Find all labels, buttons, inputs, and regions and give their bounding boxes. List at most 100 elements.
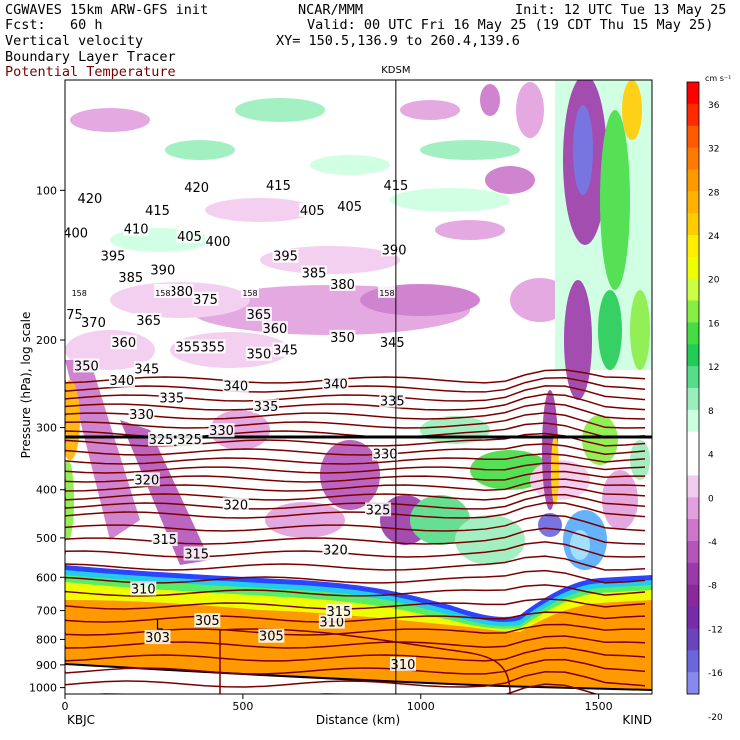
colorbar-swatch [687,584,699,608]
field-boundary-layer-tracer: Boundary Layer Tracer [5,49,176,65]
theta-label-bg [222,378,249,393]
theta-label-bg [272,342,299,357]
colorbar-tick-label: 20 [708,276,720,286]
y-tick-label: 700 [36,605,57,618]
theta-label: 158 [72,289,87,298]
theta-label-bg [372,446,399,461]
theta-label: 390 [382,243,407,258]
theta-label: 325 [149,433,174,448]
isentrope-line [65,443,646,456]
isentrope-line [65,584,646,597]
isentrope-line [65,485,646,501]
theta-label: 310 [319,616,344,631]
plot-area: 4204003953854104153904054204003803753753… [63,80,652,694]
y-tick-label: 300 [36,422,57,435]
theta-label-bg [70,283,89,298]
theta-label: 400 [206,235,231,250]
theta-label: 330 [209,424,234,439]
colorbar-swatch [687,519,699,542]
theta-label-bg [128,406,155,421]
isentrope-line [87,683,599,694]
theta-label-bg [322,542,349,557]
y-tick-label: 500 [36,532,57,545]
colorbar-swatch [687,562,699,586]
theta-label-bg [80,315,107,330]
theta-label-bg [299,202,326,217]
y-tick-label: 600 [36,571,57,584]
theta-label-bg [133,361,160,376]
theta-label-bg [272,248,299,263]
colorbar-tick-label: 4 [708,451,714,461]
colorbar-tick-label: 12 [708,363,719,373]
theta-label: 420 [184,181,209,196]
isentrope-line [65,462,646,474]
theta-label: 360 [111,336,136,351]
theta-label-bg [365,502,392,517]
theta-label: 345 [380,336,405,351]
theta-label: 395 [273,250,298,265]
y-tick-label: 900 [36,659,57,672]
theta-label-bg [65,306,84,321]
theta-label: 355 [175,340,200,355]
colorbar-tick-label: -12 [708,625,723,635]
colorbar-tick-label: 16 [708,319,720,329]
field-potential-temperature: Potential Temperature [5,64,176,80]
theta-label-bg [174,339,201,354]
colorbar-swatch [687,125,699,149]
isentrope-line [65,527,646,545]
theta-label-bg [117,269,144,284]
theta-label: 350 [330,331,355,346]
colorbar-tick-label: 8 [708,407,714,417]
theta-label-bg [240,283,259,298]
theta-label: 365 [136,314,161,329]
isentrope-line [65,646,646,662]
colorbar-swatch [687,431,699,455]
theta-label: 310 [131,583,156,598]
theta-label: 315 [184,548,209,563]
theta-label: 350 [74,359,99,374]
theta-label-bg [377,283,396,298]
theta-label-bg [176,432,203,447]
theta-label-bg [65,225,89,240]
theta-label-bg [336,198,363,213]
colorbar-swatch [687,213,699,236]
theta-label-bg [183,180,210,195]
theta-label-bg [245,346,272,361]
colorbar-swatch [687,344,699,367]
colorbar-swatch [687,497,699,520]
theta-label: 400 [63,226,88,241]
theta-label-bg [379,335,406,350]
theta-label: 405 [337,200,362,215]
theta-label-bg [325,604,352,619]
theta-label: 320 [323,544,348,559]
colorbar-unit: cm s⁻¹ [705,74,731,83]
colorbar-swatch [687,147,699,170]
colorbar-swatch [687,409,699,433]
theta-label: 340 [110,374,135,389]
theta-label: 345 [273,344,298,359]
x-tick-label: 0 [62,700,69,713]
theta-label: 303 [145,631,170,646]
forecast-hour: Fcst: 60 h [5,17,103,33]
theta-label-bg [100,248,127,263]
low-marker: L [156,618,164,633]
theta-label-bg [222,497,249,512]
theta-label: 345 [134,362,159,377]
theta-label-bg [153,283,172,298]
isentrope-line [65,432,646,447]
theta-label-bg [135,312,162,327]
colorbar-swatch [687,235,699,258]
valid-time: Valid: 00 UTC Fri 16 May 25 (19 CDT Thu … [307,17,714,33]
theta-label: 395 [101,250,126,265]
theta-label: 380 [330,278,355,293]
theta-label: 158 [242,289,257,298]
theta-label-bg [73,358,100,373]
theta-label-bg [329,329,356,344]
theta-label-bg [253,399,280,414]
colorbar-swatch [687,606,699,629]
theta-label-bg [261,320,288,335]
y-tick-label: 400 [36,484,57,497]
y-axis: 100 200 300 400 500 600 700 800 900 1000 [29,184,65,695]
colorbar-swatch [687,628,699,651]
